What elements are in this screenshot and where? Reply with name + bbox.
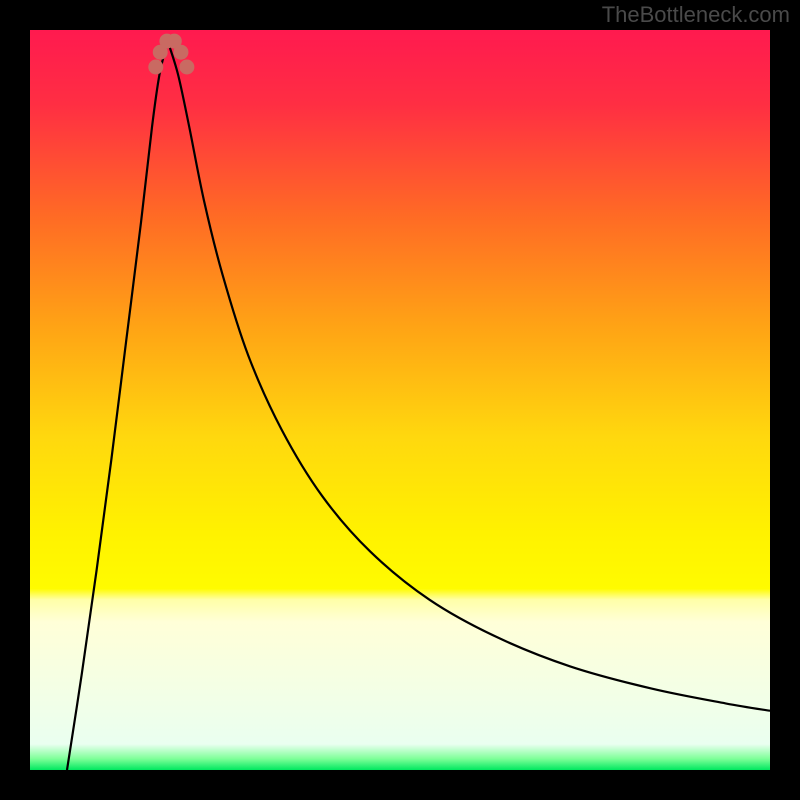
gradient-background [30,30,770,770]
data-marker [174,45,188,59]
plot-area [30,30,770,770]
bottleneck-curve-chart [30,30,770,770]
data-marker [180,60,194,74]
watermark-text: TheBottleneck.com [602,2,790,28]
data-marker [149,60,163,74]
chart-frame: TheBottleneck.com [0,0,800,800]
